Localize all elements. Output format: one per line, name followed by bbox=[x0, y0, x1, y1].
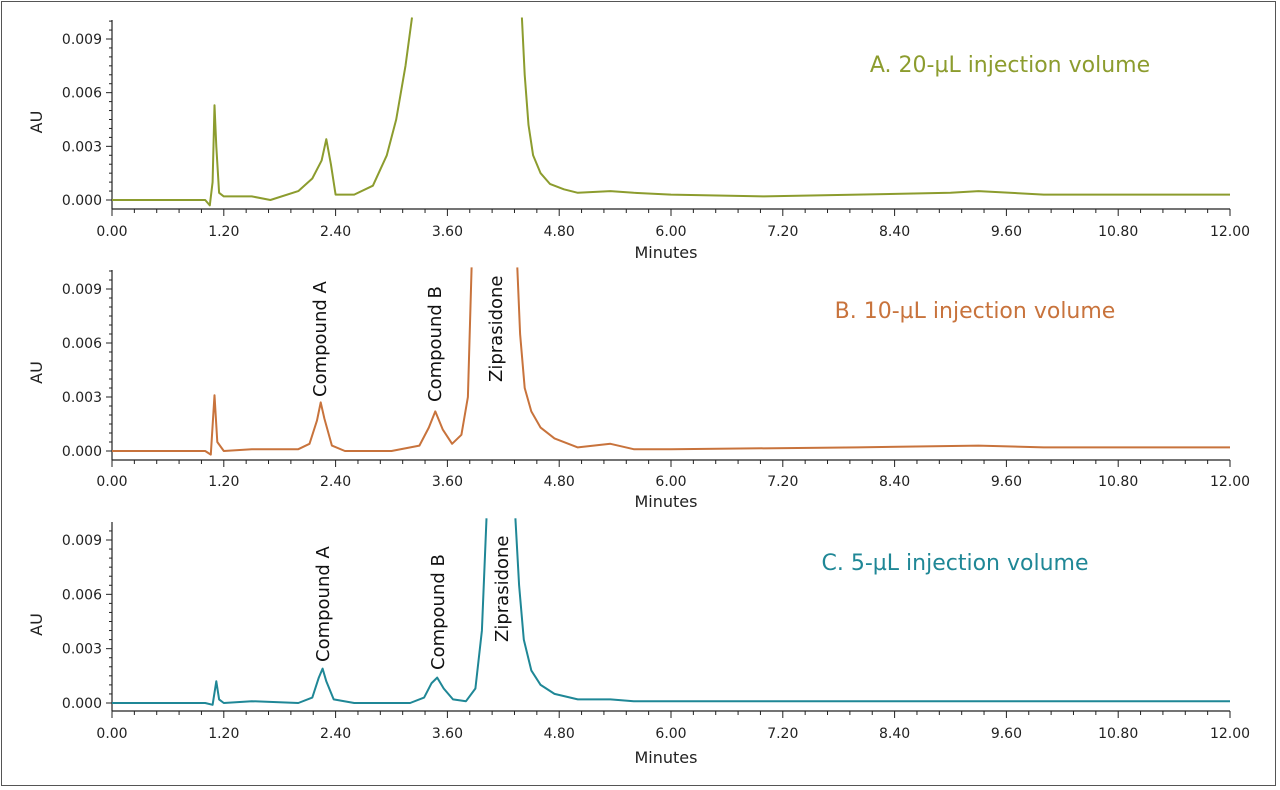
y-tick-label: 0.000 bbox=[62, 193, 102, 209]
x-tick-label: 1.20 bbox=[208, 726, 239, 742]
peak-label: Ziprasidone bbox=[492, 536, 513, 643]
x-tick-label: 2.40 bbox=[320, 224, 351, 240]
x-tick-label: 10.80 bbox=[1098, 726, 1138, 742]
x-tick-label: 3.60 bbox=[432, 224, 463, 240]
x-tick-label: 12.00 bbox=[1210, 726, 1250, 742]
panel-title: C. 5-µL injection volume bbox=[822, 551, 1089, 576]
x-tick-label: 8.40 bbox=[879, 726, 910, 742]
peak-label: Compound B bbox=[425, 286, 446, 402]
y-tick-label: 0.000 bbox=[62, 696, 102, 712]
chromatogram-trace bbox=[112, 17, 1230, 207]
y-axis-title: AU bbox=[27, 613, 46, 636]
peak-label: Ziprasidone bbox=[486, 276, 507, 383]
x-tick-label: 0.00 bbox=[96, 474, 127, 490]
x-tick-label: 7.20 bbox=[767, 224, 798, 240]
x-tick-label: 9.60 bbox=[991, 474, 1022, 490]
panel-a: 0.00 1.20 2.40 3.60 4.80 6.00 7.20 8.40 9.60 10.8… bbox=[27, 17, 1250, 262]
x-tick-label: 3.60 bbox=[432, 474, 463, 490]
chromatogram-trace bbox=[112, 267, 1230, 456]
x-axis-title: Minutes bbox=[635, 243, 698, 262]
x-tick-label: 0.00 bbox=[96, 224, 127, 240]
panel-title: A. 20-µL injection volume bbox=[870, 53, 1150, 78]
y-axis-title: AU bbox=[27, 111, 46, 134]
x-tick-label: 8.40 bbox=[879, 474, 910, 490]
x-tick-label: 10.80 bbox=[1098, 474, 1138, 490]
x-tick-label: 6.00 bbox=[655, 474, 686, 490]
x-tick-label: 9.60 bbox=[991, 224, 1022, 240]
peak-label: Compound B bbox=[428, 554, 449, 670]
y-tick-label: 0.006 bbox=[62, 336, 102, 352]
x-tick-label: 10.80 bbox=[1098, 224, 1138, 240]
y-tick-label: 0.003 bbox=[62, 642, 102, 658]
y-tick-label: 0.003 bbox=[62, 390, 102, 406]
x-tick-label: 0.00 bbox=[96, 726, 127, 742]
x-tick-label: 2.40 bbox=[320, 726, 351, 742]
x-tick-label: 9.60 bbox=[991, 726, 1022, 742]
x-axis-title: Minutes bbox=[635, 492, 698, 511]
y-tick-label: 0.006 bbox=[62, 86, 102, 102]
panel-b: 0.00 1.20 2.40 3.60 4.80 6.00 7.20 8.40 9.60 10.8… bbox=[27, 267, 1250, 511]
chromatogram-trace bbox=[112, 518, 1230, 706]
panel-c: 0.00 1.20 2.40 3.60 4.80 6.00 7.20 8.40 9.60 10.8… bbox=[27, 518, 1250, 767]
y-axis-title: AU bbox=[27, 361, 46, 384]
x-tick-label: 7.20 bbox=[767, 474, 798, 490]
x-axis-title: Minutes bbox=[635, 748, 698, 767]
x-tick-label: 3.60 bbox=[432, 726, 463, 742]
x-tick-label: 1.20 bbox=[208, 474, 239, 490]
y-tick-label: 0.009 bbox=[62, 533, 102, 549]
peak-label: Compound A bbox=[313, 545, 334, 662]
x-tick-label: 6.00 bbox=[655, 224, 686, 240]
x-tick-label: 12.00 bbox=[1210, 224, 1250, 240]
x-tick-label: 4.80 bbox=[544, 726, 575, 742]
x-tick-label: 12.00 bbox=[1210, 474, 1250, 490]
x-tick-label: 6.00 bbox=[655, 726, 686, 742]
x-tick-label: 4.80 bbox=[544, 474, 575, 490]
x-tick-label: 4.80 bbox=[544, 224, 575, 240]
x-tick-label: 7.20 bbox=[767, 726, 798, 742]
panel-title: B. 10-µL injection volume bbox=[835, 299, 1116, 324]
x-tick-label: 2.40 bbox=[320, 474, 351, 490]
y-tick-label: 0.009 bbox=[62, 32, 102, 48]
y-tick-label: 0.009 bbox=[62, 282, 102, 298]
x-tick-label: 8.40 bbox=[879, 224, 910, 240]
x-tick-label: 1.20 bbox=[208, 224, 239, 240]
y-tick-label: 0.006 bbox=[62, 587, 102, 603]
y-tick-label: 0.000 bbox=[62, 444, 102, 460]
peak-label: Compound A bbox=[310, 280, 331, 397]
y-tick-label: 0.003 bbox=[62, 139, 102, 155]
